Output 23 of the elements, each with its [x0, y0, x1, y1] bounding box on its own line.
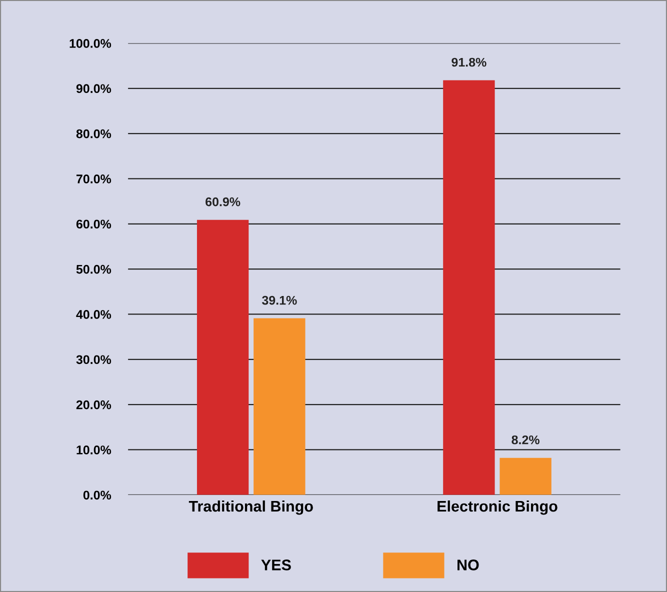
y-tick-label: 20.0%	[76, 400, 112, 410]
bar	[500, 458, 552, 495]
y-tick-label: 70.0%	[76, 174, 112, 184]
y-tick-label: 60.0%	[76, 220, 112, 229]
bar	[196, 220, 249, 495]
y-tick-label: 80.0%	[76, 129, 112, 138]
y-tick-label: 0.0%	[83, 490, 112, 500]
y-tick-label: 40.0%	[76, 310, 112, 319]
y-tick-label: 10.0%	[76, 446, 112, 454]
legend-label: NO	[458, 560, 479, 570]
bar	[254, 318, 306, 495]
y-tick-label: 90.0%	[76, 84, 112, 94]
y-tick-label: 50.0%	[76, 264, 112, 274]
data-label: 39.1%	[262, 296, 297, 305]
data-label: 8.2%	[512, 435, 540, 444]
bar	[443, 80, 495, 495]
legend-label: YES	[261, 560, 291, 570]
y-tick-label: 30.0%	[76, 355, 112, 364]
x-tick-label: Electronic Bingo	[438, 500, 558, 515]
x-tick-label: Traditional Bingo	[188, 500, 313, 515]
y-tick-label: 100.0%	[70, 39, 112, 48]
data-label: 91.8%	[452, 58, 486, 67]
data-label: 60.9%	[206, 197, 240, 206]
